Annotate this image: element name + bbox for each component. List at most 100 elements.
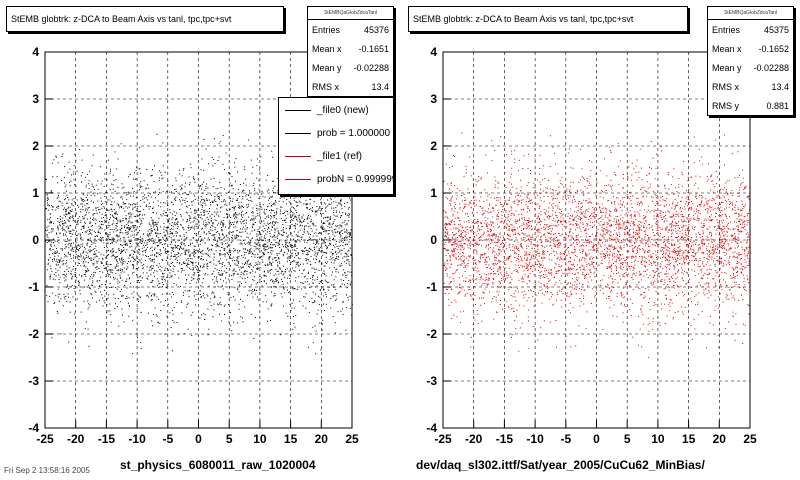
data-point <box>112 247 114 249</box>
data-point <box>81 226 83 228</box>
data-point <box>312 282 314 284</box>
data-point <box>190 314 192 316</box>
data-point <box>189 190 191 192</box>
data-point <box>267 320 268 322</box>
data-point <box>239 231 241 233</box>
data-point <box>326 281 328 283</box>
data-point <box>109 189 111 191</box>
data-point <box>203 212 205 214</box>
data-point <box>247 203 249 205</box>
data-point <box>252 215 254 217</box>
data-point <box>67 270 69 272</box>
data-point <box>242 266 244 268</box>
data-point <box>187 263 189 265</box>
data-point <box>72 219 74 221</box>
data-point <box>339 233 340 234</box>
data-point <box>309 287 311 288</box>
data-point <box>84 328 86 330</box>
data-point <box>80 219 82 221</box>
data-point <box>73 171 75 173</box>
data-point <box>335 207 337 209</box>
data-point <box>137 219 138 221</box>
data-point <box>720 206 722 208</box>
data-point <box>64 186 66 188</box>
data-point <box>665 245 667 247</box>
data-point <box>340 203 342 205</box>
data-point <box>182 227 184 229</box>
y-tick-label: -4 <box>28 421 39 435</box>
data-point <box>105 214 107 216</box>
data-point <box>275 257 277 258</box>
data-point <box>183 261 185 263</box>
data-point <box>705 198 707 200</box>
data-point <box>296 219 297 221</box>
data-point <box>226 217 228 219</box>
data-point <box>88 258 90 259</box>
data-point <box>76 230 78 232</box>
data-point <box>109 172 111 174</box>
data-point <box>128 302 129 304</box>
data-point <box>162 238 164 240</box>
data-point <box>55 260 57 262</box>
data-point <box>51 209 53 211</box>
data-point <box>97 188 99 190</box>
data-point <box>248 266 250 267</box>
data-point <box>146 187 148 189</box>
data-point <box>203 138 205 140</box>
data-point <box>153 222 155 224</box>
data-point <box>228 278 230 280</box>
data-point <box>497 236 499 237</box>
data-point <box>125 218 127 220</box>
data-point <box>213 177 215 179</box>
data-point <box>90 259 92 261</box>
data-point <box>121 206 122 208</box>
data-point <box>290 310 292 311</box>
data-point <box>308 233 310 235</box>
data-point <box>317 309 319 311</box>
data-point <box>312 235 314 237</box>
data-point <box>232 188 234 190</box>
data-point <box>344 224 346 226</box>
data-point <box>130 216 132 218</box>
data-point <box>77 205 79 206</box>
data-point <box>348 241 350 243</box>
data-point <box>287 277 289 279</box>
data-point <box>200 188 202 190</box>
data-point <box>141 247 143 249</box>
y-tick-label: -2 <box>28 327 39 341</box>
data-point <box>166 284 168 286</box>
data-point <box>714 299 716 301</box>
data-point <box>692 252 693 254</box>
data-point <box>111 272 113 274</box>
data-point <box>282 234 284 236</box>
data-point <box>153 293 155 295</box>
data-point <box>117 235 119 237</box>
data-point <box>241 243 243 245</box>
data-point <box>96 280 98 282</box>
data-point <box>78 244 79 246</box>
data-point <box>107 273 109 275</box>
data-point <box>610 215 612 217</box>
data-point <box>56 197 58 199</box>
data-point <box>176 246 177 248</box>
data-point <box>162 213 164 215</box>
data-point <box>193 255 194 257</box>
data-point <box>183 292 184 294</box>
data-point <box>106 261 108 262</box>
data-point <box>138 276 140 278</box>
data-point <box>80 228 82 230</box>
data-point <box>172 228 174 230</box>
data-point <box>78 263 80 264</box>
data-point <box>275 280 277 282</box>
data-point <box>56 258 58 260</box>
data-point <box>273 202 275 204</box>
data-point <box>49 249 51 250</box>
data-point <box>288 292 290 294</box>
data-point <box>336 240 338 242</box>
data-point <box>57 312 59 314</box>
data-point <box>315 244 317 246</box>
data-point <box>597 203 599 205</box>
data-point <box>114 266 116 268</box>
data-point <box>613 304 615 306</box>
data-point <box>61 228 63 230</box>
